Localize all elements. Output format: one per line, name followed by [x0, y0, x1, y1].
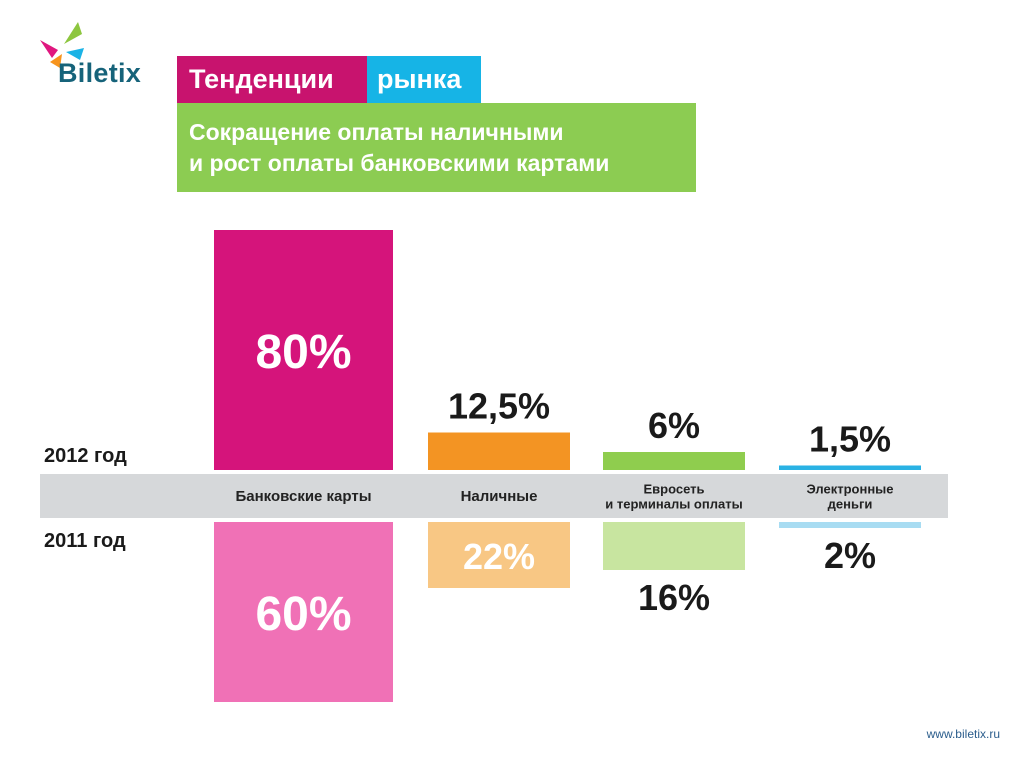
header-subtitle: Сокращение оплаты наличными и рост оплат…: [177, 103, 696, 192]
bar-2011-0: [214, 522, 393, 702]
data-label-2011-3: 2%: [824, 535, 876, 576]
bar-2011-2: [603, 522, 745, 570]
data-label-2012-2: 6%: [648, 405, 700, 446]
bar-2012-2: [603, 452, 745, 470]
header-title-part1: Тенденции: [177, 56, 367, 103]
series-label-2012: 2012 год: [44, 445, 127, 467]
category-label-0-0: Банковские карты: [235, 488, 371, 505]
category-axis-band: [40, 474, 948, 518]
bar-2011-1: [428, 522, 570, 588]
data-label-2011-2: 16%: [638, 577, 710, 618]
biletix-logo-icon: [40, 22, 84, 68]
subtitle-line1: Сокращение оплаты наличными: [189, 119, 564, 145]
data-label-2012-3: 1,5%: [809, 419, 891, 460]
logo-text: Biletix: [58, 58, 142, 88]
series-label-2011: 2011 год: [44, 530, 126, 552]
bar-2011-3: [779, 522, 921, 528]
bar-2012-0: [214, 230, 393, 470]
category-label-2-0: Евросеть: [643, 482, 704, 497]
category-label-3-0: Электронные: [806, 482, 893, 497]
category-label-2-1: и терминалы оплаты: [605, 497, 742, 512]
header-title-part2: рынка: [367, 56, 481, 103]
data-label-2012-0: 80%: [255, 326, 351, 379]
category-label-3-1: деньги: [828, 497, 873, 512]
data-label-2012-1: 12,5%: [448, 386, 550, 427]
category-label-1-0: Наличные: [461, 488, 538, 505]
data-label-2011-0: 60%: [255, 588, 351, 641]
footer-url[interactable]: www.biletix.ru: [926, 727, 1000, 741]
data-label-2011-1: 22%: [463, 536, 535, 577]
bar-2012-1: [428, 432, 570, 470]
bar-2012-3: [779, 465, 921, 470]
subtitle-line2: и рост оплаты банковскими картами: [189, 150, 610, 176]
